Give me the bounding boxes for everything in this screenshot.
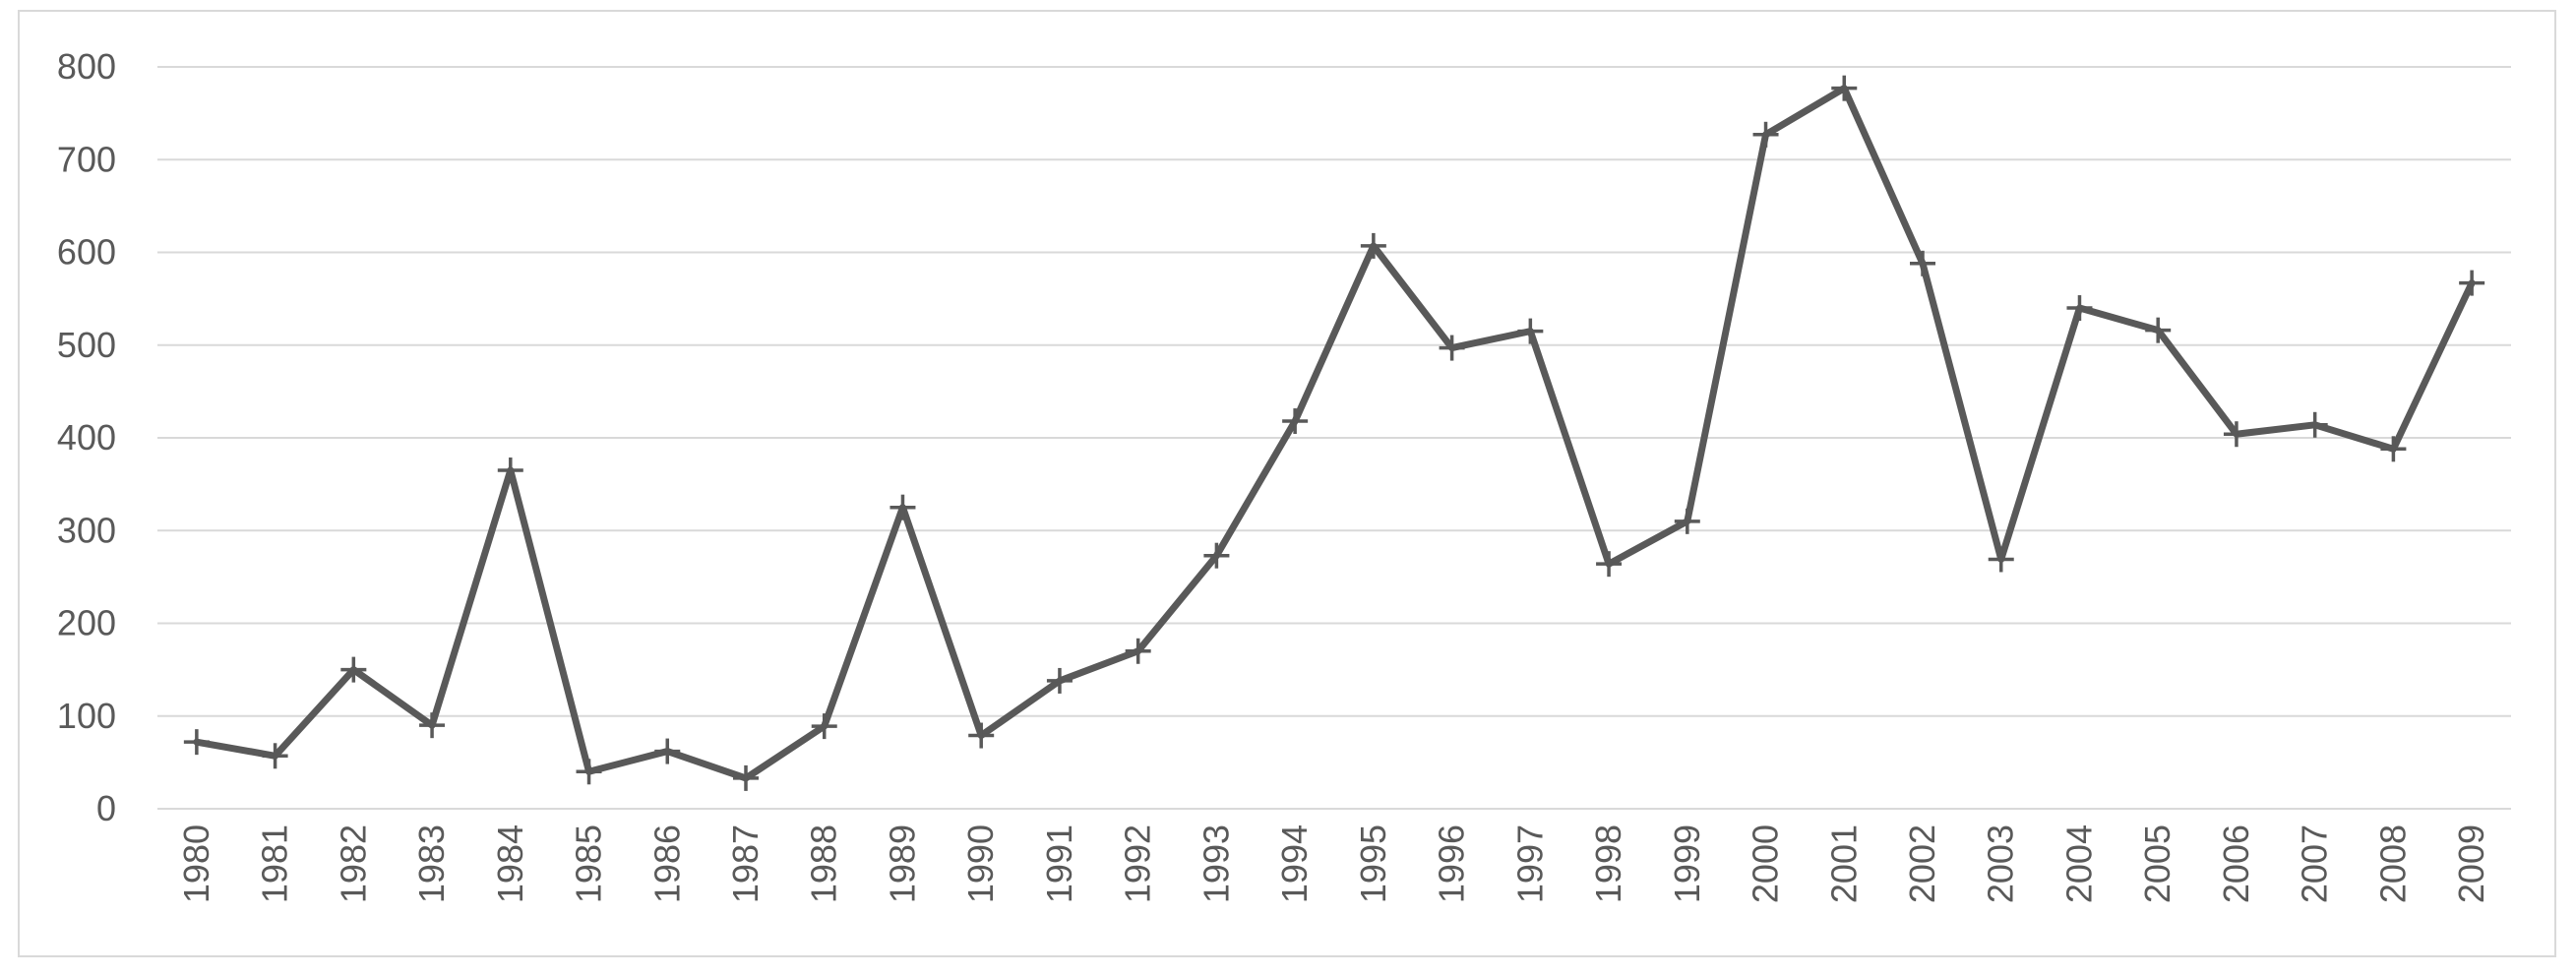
data-point-marker (1360, 232, 1386, 259)
x-tick-label: 1983 (411, 824, 452, 903)
x-tick-label: 1998 (1588, 824, 1628, 903)
data-point-marker (811, 713, 837, 740)
x-tick-label: 2004 (2058, 824, 2099, 903)
x-tick-label: 1996 (1432, 824, 1472, 903)
x-tick-label: 1990 (960, 824, 1001, 903)
x-tick-label: 1987 (725, 824, 766, 903)
x-tick-label: 1989 (882, 824, 922, 903)
data-point-marker (419, 712, 446, 739)
data-point-marker (1517, 318, 1544, 344)
y-tick-label: 0 (96, 788, 116, 828)
y-tick-label: 200 (57, 603, 116, 643)
x-tick-label: 1994 (1274, 824, 1315, 903)
data-point-marker (2301, 411, 2328, 438)
data-point-marker (1831, 75, 1858, 101)
data-point-marker (1439, 335, 1465, 361)
x-tick-label: 2003 (1981, 824, 2021, 903)
data-point-marker (1203, 542, 1230, 569)
data-point-marker (262, 743, 288, 769)
y-tick-label: 500 (57, 325, 116, 365)
y-tick-label: 400 (57, 417, 116, 458)
data-point-marker (497, 457, 523, 483)
data-point-marker (2145, 317, 2172, 343)
data-point-marker (2459, 270, 2485, 296)
x-tick-label: 1992 (1118, 824, 1158, 903)
data-point-marker (654, 738, 681, 764)
data-point-marker (1125, 638, 1151, 664)
x-tick-label: 1988 (804, 824, 844, 903)
x-tick-label: 1993 (1196, 824, 1236, 903)
x-tick-label: 1995 (1353, 824, 1393, 903)
y-axis-ticks: 0 100 200 300 400 500 600 700 800 (57, 46, 116, 828)
data-point-marker (340, 656, 367, 683)
data-point-marker (1046, 667, 1073, 694)
y-tick-label: 800 (57, 46, 116, 87)
x-tick-label: 2006 (2216, 824, 2256, 903)
x-tick-label: 1982 (333, 824, 373, 903)
data-point-marker (183, 729, 210, 756)
y-tick-label: 100 (57, 696, 116, 736)
x-tick-label: 2008 (2372, 824, 2413, 903)
series-layer (183, 75, 2485, 791)
x-tick-label: 1981 (255, 824, 295, 903)
x-tick-label: 2005 (2137, 824, 2177, 903)
x-tick-label: 2002 (1902, 824, 1942, 903)
chart-frame (18, 10, 2556, 957)
data-point-marker (1282, 408, 1309, 435)
x-tick-label: 1985 (569, 824, 609, 903)
x-tick-label: 1980 (176, 824, 216, 903)
x-axis-ticks: 1980 1981 1982 1983 1984 1985 1986 1987 1988 1989… (176, 824, 2491, 903)
data-point-marker (2066, 295, 2093, 322)
data-point-marker (968, 722, 995, 749)
y-tick-label: 700 (57, 139, 116, 179)
x-tick-label: 1991 (1039, 824, 1079, 903)
data-point-marker (2380, 436, 2407, 462)
gridlines (157, 66, 2511, 810)
x-tick-label: 2001 (1823, 824, 1864, 903)
y-tick-label: 300 (57, 510, 116, 550)
x-tick-label: 1986 (646, 824, 687, 903)
x-tick-label: 1984 (490, 824, 530, 903)
data-point-marker (889, 494, 916, 520)
x-tick-label: 2007 (2295, 824, 2335, 903)
data-point-marker (2223, 421, 2249, 448)
x-tick-label: 1997 (1509, 824, 1550, 903)
data-point-marker (576, 759, 602, 785)
data-point-marker (1752, 121, 1779, 148)
x-tick-label: 1999 (1667, 824, 1707, 903)
series-line (193, 85, 2476, 782)
y-tick-label: 600 (57, 232, 116, 273)
data-point-marker (1596, 551, 1623, 578)
x-tick-label: 2000 (1746, 824, 1786, 903)
data-point-marker (1910, 250, 1935, 276)
data-point-marker (1674, 508, 1700, 534)
data-point-marker (1988, 546, 2014, 573)
data-point-marker (733, 764, 759, 791)
x-tick-label: 2009 (2451, 824, 2491, 903)
